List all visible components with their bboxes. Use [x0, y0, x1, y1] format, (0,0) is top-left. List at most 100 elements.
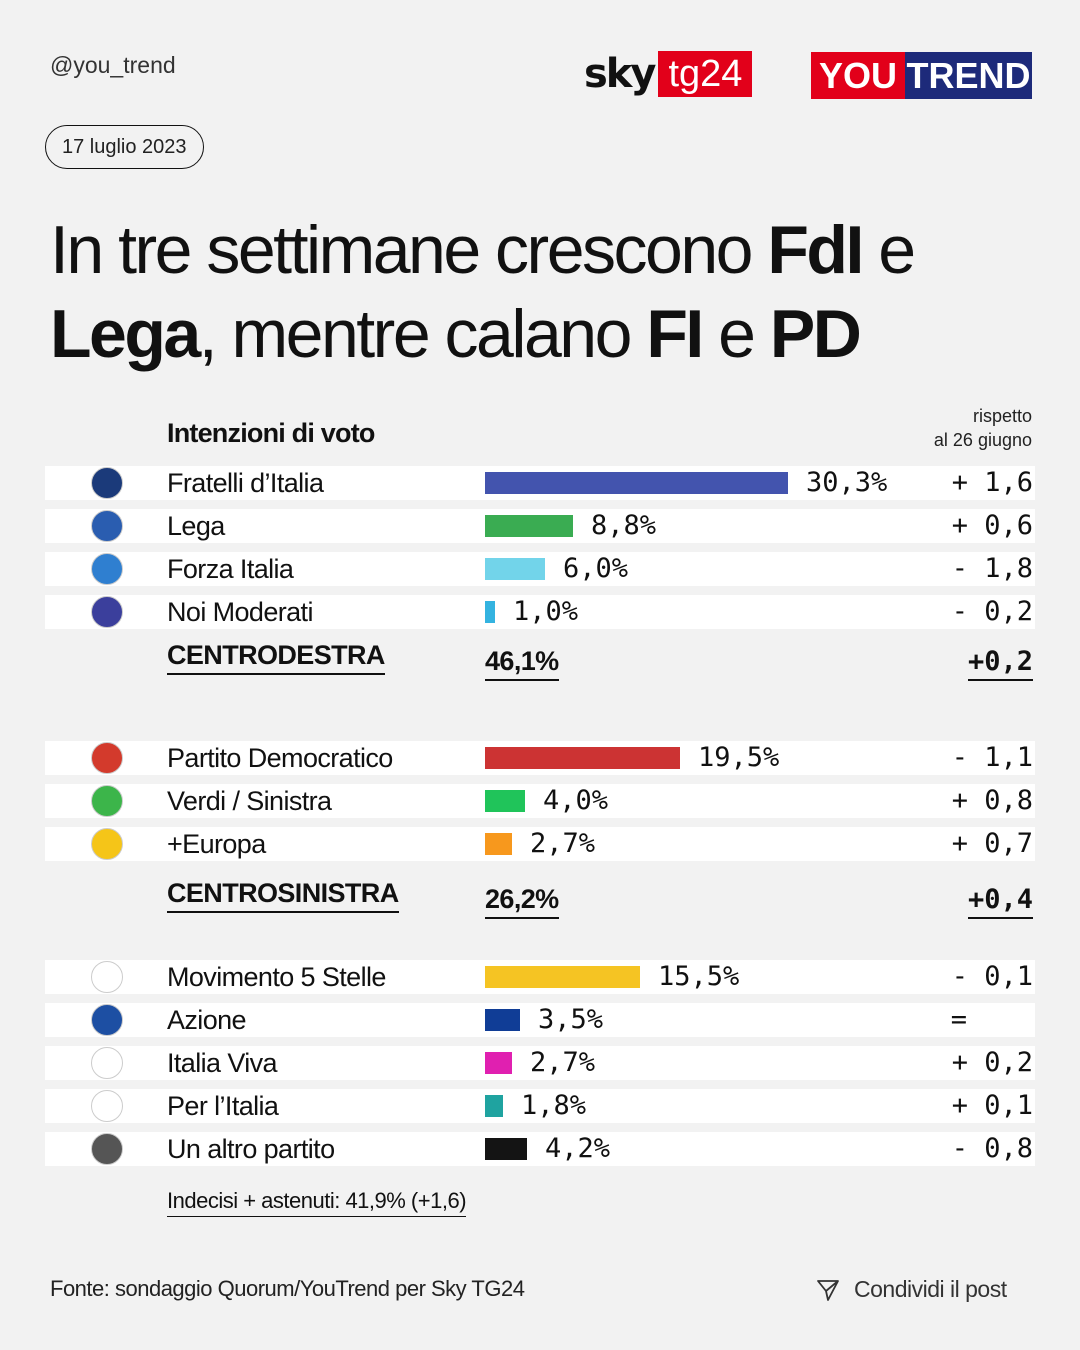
party-logo-un-altro-partito-icon [91, 1133, 123, 1165]
bar-lega [485, 515, 573, 537]
change-value: + 0,7 [951, 828, 1033, 859]
bar-verdi-sinistra [485, 790, 525, 812]
coalition-total-value: 26,2% [485, 884, 559, 919]
share-label: Condividi il post [854, 1276, 1007, 1302]
change-value: - 1,8 [951, 553, 1033, 584]
bar-value-label: 3,5% [538, 1004, 604, 1035]
change-header: rispetto al 26 giugno [934, 404, 1032, 452]
change-value: + 0,8 [951, 785, 1033, 816]
coalition-total-row: CENTROSINISTRA 26,2% +0,4 [45, 878, 1035, 919]
account-handle: @you_trend [50, 52, 176, 78]
change-header-line-1: rispetto [972, 406, 1032, 426]
page-title: In tre settimane crescono FdI e Lega, me… [50, 208, 1040, 376]
title-bold-fi: FI [646, 296, 704, 372]
share-post-button[interactable]: Condividi il post [816, 1276, 1007, 1303]
change-value: - 0,8 [951, 1133, 1033, 1164]
bar-value-label: 1,8% [521, 1090, 587, 1121]
bar-forza-italia [485, 558, 545, 580]
bar-value-label: 6,0% [563, 553, 629, 584]
table-row: Azione 3,5% = [45, 1003, 1035, 1037]
party-logo-europa-icon [91, 828, 123, 860]
title-bold-fdi: FdI [767, 212, 864, 288]
coalition-total-change: +0,4 [967, 884, 1033, 919]
change-value: + 0,2 [951, 1047, 1033, 1078]
party-name: Per l’Italia [167, 1091, 279, 1121]
table-row: Fratelli d’Italia 30,3% + 1,6 [45, 466, 1035, 500]
title-bold-pd: PD [769, 296, 862, 372]
party-name: +Europa [167, 829, 266, 859]
party-name: Forza Italia [167, 554, 294, 584]
table-row: Partito Democratico 19,5% - 1,1 [45, 741, 1035, 775]
bar-movimento-5-stelle [485, 966, 640, 988]
bar-value-label: 8,8% [591, 510, 657, 541]
coalition-total-label: CENTROSINISTRA [167, 878, 399, 913]
bar-italia-viva [485, 1052, 512, 1074]
table-row: Lega 8,8% + 0,6 [45, 509, 1035, 543]
party-logo-noi-moderati-icon [91, 596, 123, 628]
table-row: Noi Moderati 1,0% - 0,2 [45, 595, 1035, 629]
bar-azione [485, 1009, 520, 1031]
bar-un-altro-partito [485, 1138, 527, 1160]
youtrend-logo-trend: TREND [905, 52, 1032, 99]
table-row: Italia Viva 2,7% + 0,2 [45, 1046, 1035, 1080]
party-name: Verdi / Sinistra [167, 786, 332, 816]
party-logo-movimento-5-stelle-icon [91, 961, 123, 993]
change-value: + 0,6 [951, 510, 1033, 541]
party-name: Lega [167, 511, 225, 541]
party-logo-azione-icon [91, 1004, 123, 1036]
party-logo-verdi-sinistra-icon [91, 785, 123, 817]
title-part-1: In tre settimane crescono [50, 212, 768, 288]
party-logo-lega-icon [91, 510, 123, 542]
table-row: Movimento 5 Stelle 15,5% - 0,1 [45, 960, 1035, 994]
column-header: Intenzioni di voto [167, 418, 375, 448]
change-header-line-2: al 26 giugno [933, 430, 1032, 450]
bar-value-label: 2,7% [530, 1047, 596, 1078]
change-value: + 1,6 [951, 467, 1033, 498]
party-logo-forza-italia-icon [91, 553, 123, 585]
bar-value-label: 30,3% [806, 467, 888, 498]
table-row: Verdi / Sinistra 4,0% + 0,8 [45, 784, 1035, 818]
youtrend-logo: YOU TREND [811, 52, 1032, 99]
change-value: - 0,1 [951, 961, 1033, 992]
party-name: Azione [167, 1005, 247, 1035]
coalition-total-value: 46,1% [485, 646, 559, 681]
party-logo-per-l-italia-icon [91, 1090, 123, 1122]
coalition-total-change: +0,2 [967, 646, 1033, 681]
coalition-total-label: CENTRODESTRA [167, 640, 385, 675]
title-part-4: e [701, 296, 770, 372]
change-value: = [950, 1004, 967, 1035]
change-value: + 0,1 [951, 1090, 1033, 1121]
bar-value-label: 2,7% [530, 828, 596, 859]
title-part-3: , mentre calano [198, 296, 647, 372]
party-name: Movimento 5 Stelle [167, 962, 386, 992]
title-part-2: e [861, 212, 916, 288]
table-row: Forza Italia 6,0% - 1,8 [45, 552, 1035, 586]
bar-value-label: 15,5% [658, 961, 740, 992]
skytg24-logo: sky tg24 [584, 50, 753, 98]
title-bold-lega: Lega [50, 296, 201, 372]
party-name: Noi Moderati [167, 597, 313, 627]
source-note: Fonte: sondaggio Quorum/YouTrend per Sky… [50, 1276, 525, 1301]
send-icon [817, 1279, 839, 1301]
sky-logo-text: sky [584, 51, 656, 97]
bar-per-l-italia [485, 1095, 503, 1117]
tg24-logo-text: tg24 [658, 51, 753, 97]
bar-value-label: 4,0% [543, 785, 609, 816]
party-name: Fratelli d’Italia [167, 468, 324, 498]
bar-europa [485, 833, 512, 855]
table-row: Un altro partito 4,2% - 0,8 [45, 1132, 1035, 1166]
bar-value-label: 4,2% [545, 1133, 611, 1164]
undecided-note: Indecisi + astenuti: 41,9% (+1,6) [167, 1188, 467, 1217]
bar-partito-democratico [485, 747, 680, 769]
party-logo-italia-viva-icon [91, 1047, 123, 1079]
bar-value-label: 1,0% [513, 596, 579, 627]
table-row: +Europa 2,7% + 0,7 [45, 827, 1035, 861]
coalition-total-row: CENTRODESTRA 46,1% +0,2 [45, 640, 1035, 681]
table-row: Per l’Italia 1,8% + 0,1 [45, 1089, 1035, 1123]
change-value: - 1,1 [951, 742, 1033, 773]
change-value: - 0,2 [951, 596, 1033, 627]
party-name: Italia Viva [167, 1048, 278, 1078]
party-logo-partito-democratico-icon [91, 742, 123, 774]
party-name: Partito Democratico [167, 743, 393, 773]
bar-fratelli-d-italia [485, 472, 788, 494]
